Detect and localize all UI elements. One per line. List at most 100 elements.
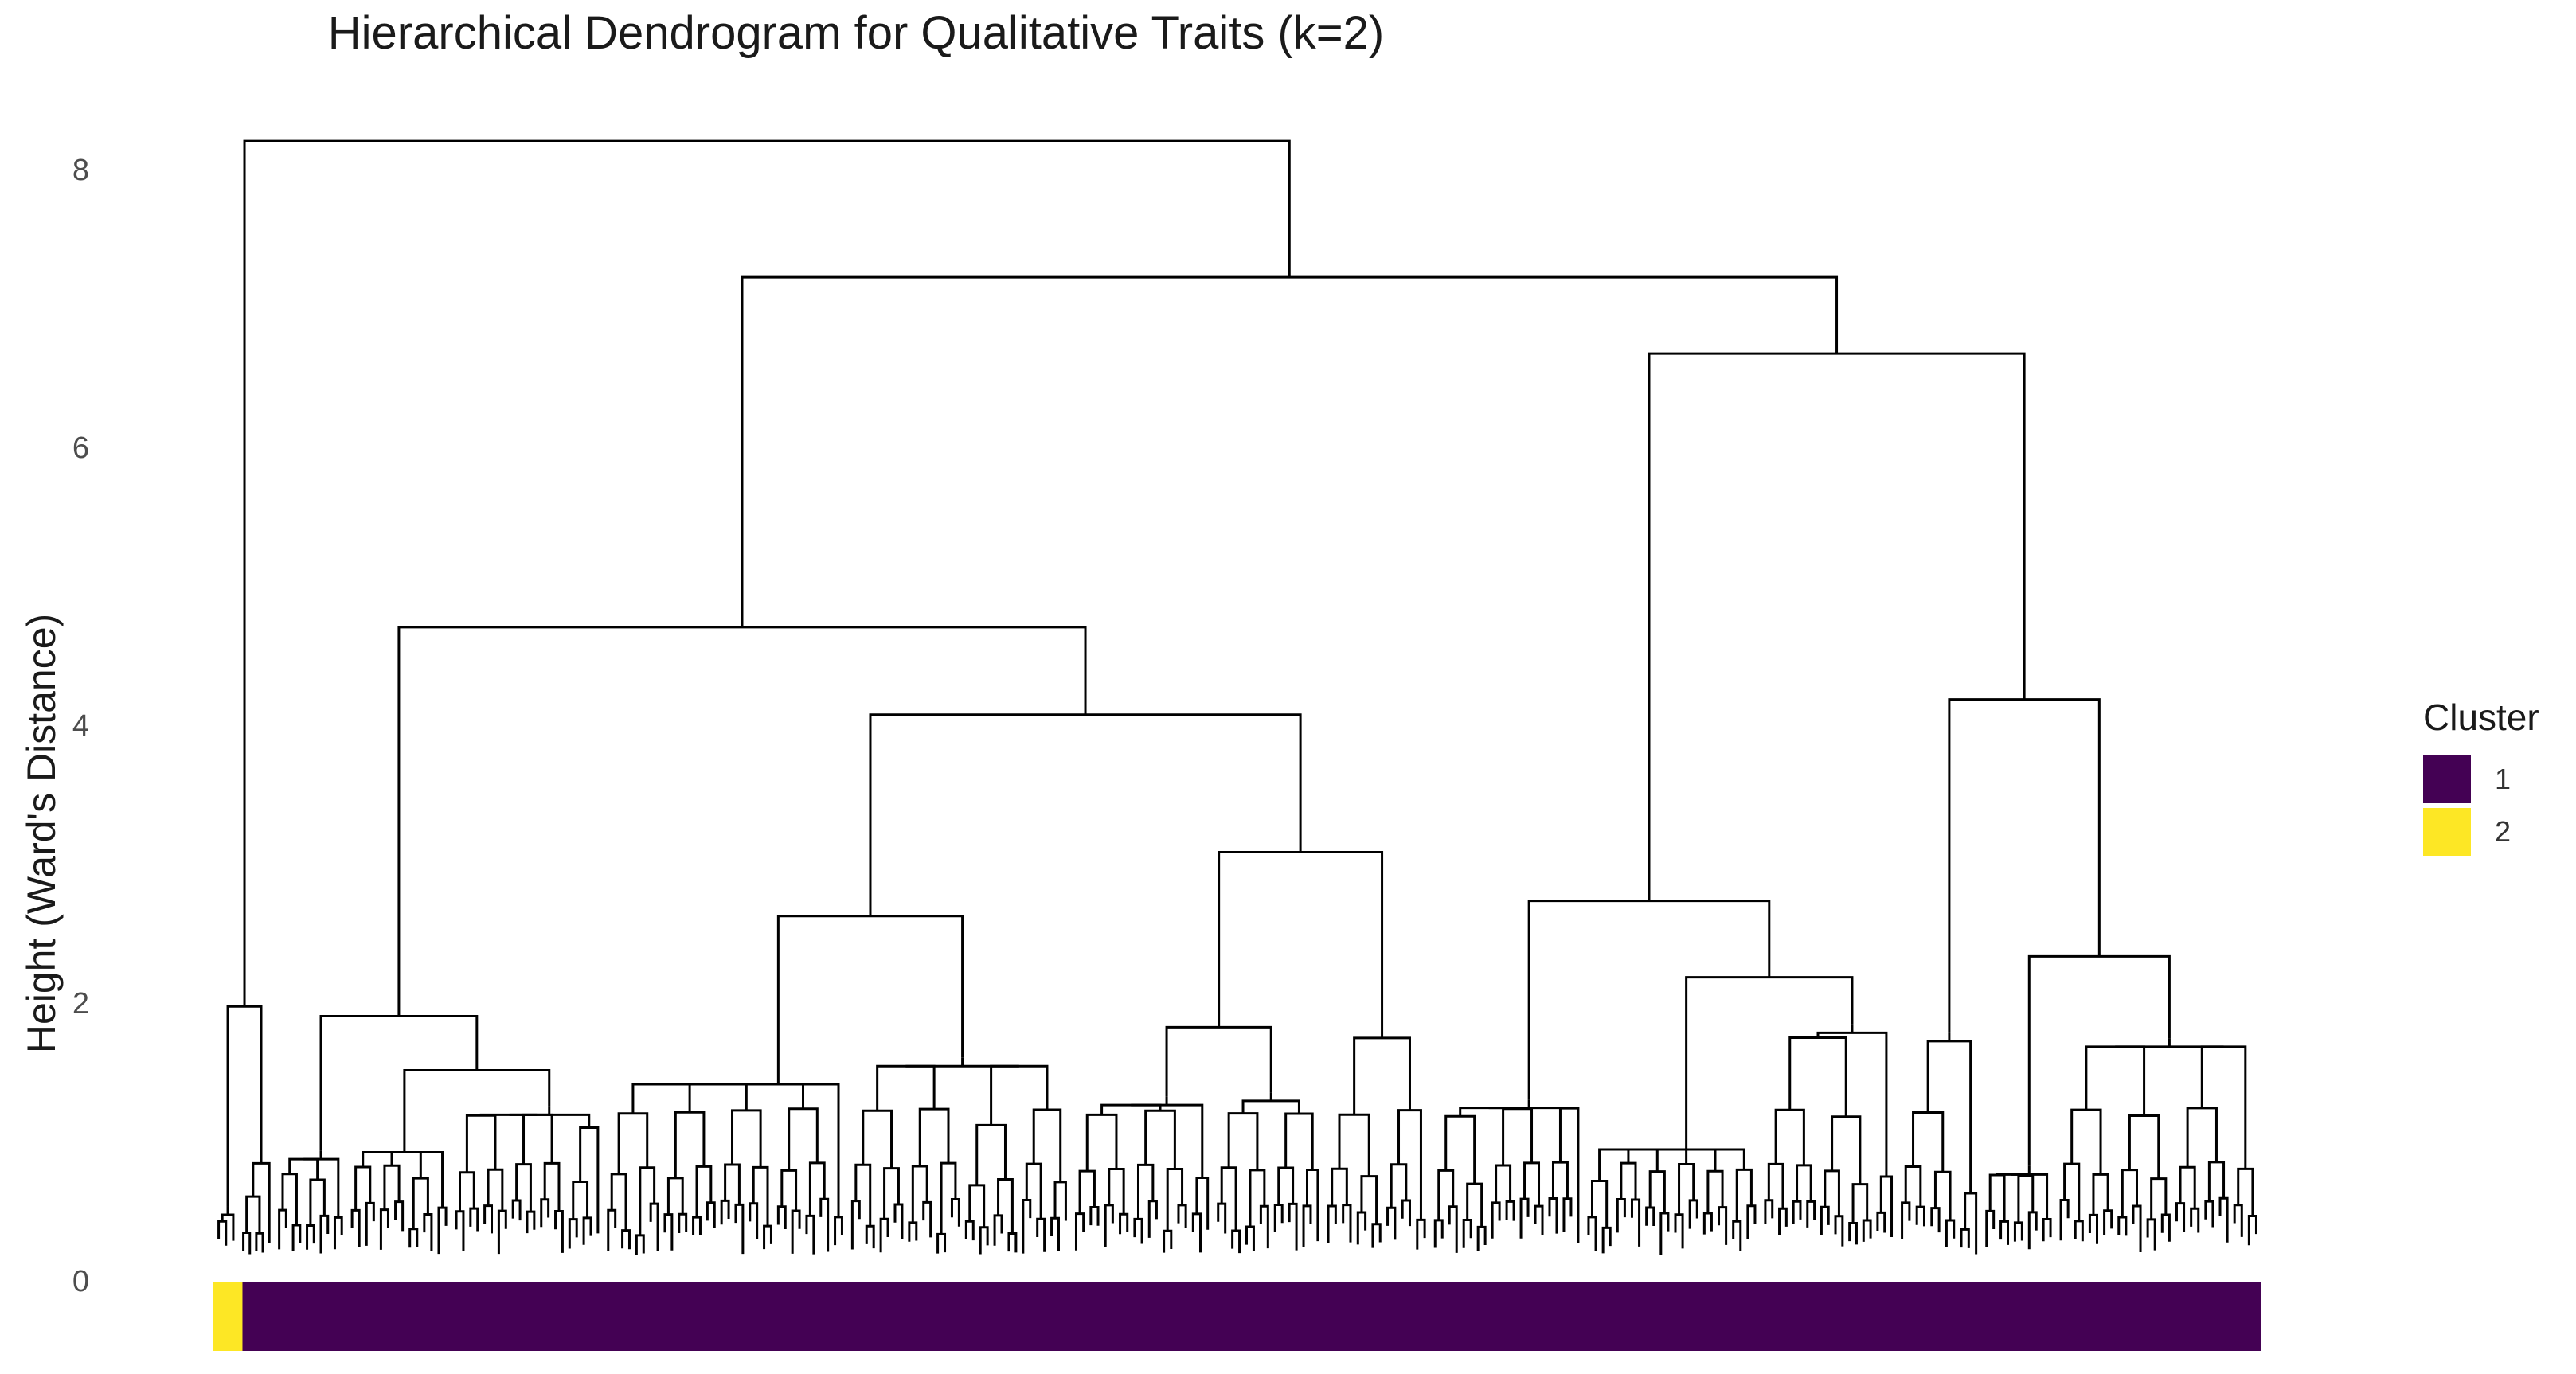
dendrogram-link [554,1210,564,1253]
dendrogram-link [1831,1115,1862,1185]
dendrogram-link [291,1224,302,1251]
cluster-color-bar [213,1282,2262,1351]
dendrogram-link [483,1204,494,1234]
dendrogram-link [1792,1200,1802,1224]
dendrogram-link [1273,1204,1284,1232]
dendrogram-link [1685,976,1854,1142]
dendrogram-link [893,1203,904,1239]
legend-label-cluster-2: 2 [2495,815,2512,848]
dendrogram-link [1678,1162,1695,1215]
dendrogram-link [1655,1148,1688,1172]
dendrogram-link [242,1231,252,1255]
legend-item-cluster-2: 2 [2423,806,2539,858]
dendrogram-link [1551,1161,1569,1199]
dendrogram-link [1948,698,2101,1033]
dendrogram-link [1353,1036,1411,1115]
dendrogram-link [1848,1221,1858,1245]
dendrogram-link [808,1161,826,1216]
dendrogram-link [717,1083,840,1217]
dendrogram-link [397,626,1087,1017]
dendrogram-link [1022,1198,1032,1254]
dendrogram-link [221,1213,235,1241]
dendrogram-link [1166,1168,1184,1232]
dendrogram-link [1462,1219,1472,1248]
dendrogram-link [1659,1212,1670,1255]
dendrogram-link [522,1113,553,1165]
dendrogram-link [309,1178,326,1226]
dendrogram-link [1904,1165,1922,1208]
dendrogram-link [509,1113,591,1128]
dendrogram-link [1227,1112,1259,1170]
dendrogram-link [226,1005,263,1207]
dendrogram-link [1648,352,2026,901]
dendrogram-link [879,1217,889,1253]
dendrogram-link [2160,1213,2171,1242]
dendrogram-link [908,1221,918,1242]
y-tick-label: 6 [72,431,89,465]
dendrogram-link [1241,1099,1300,1114]
dendrogram-link [1820,1205,1830,1235]
dendrogram-link [2233,1204,2243,1237]
dendrogram-link [2088,1213,2098,1244]
dendrogram-link [741,275,1839,627]
dendrogram-link [1674,1213,1684,1249]
dendrogram-link [2175,1202,2186,1232]
dendrogram-link [1360,1175,1378,1224]
legend-title: Cluster [2423,697,2539,738]
dendrogram-link [511,1199,522,1221]
dendrogram-link [1433,1219,1444,1248]
dendrogram-link [1177,1204,1187,1228]
dendrogram-link [1933,1170,1952,1221]
dendrogram-link [568,1218,578,1249]
dendrogram-link [582,1216,592,1245]
dendrogram-link [2117,1216,2128,1236]
dendrogram-link [1945,1219,1956,1247]
dendrogram-link [1444,1114,1476,1185]
dendrogram-link [2092,1173,2109,1216]
dendrogram-link [950,1198,960,1227]
dendrogram-link [780,1169,798,1212]
y-axis-ticks: 0 2 4 6 8 [72,154,89,1298]
dendrogram-link [1386,1206,1397,1240]
dendrogram-link [936,1232,947,1254]
dendrogram-link [572,1181,589,1220]
dendrogram-link [2011,1173,2049,1220]
dendrogram-link [1778,1207,1788,1235]
dendrogram-link [1915,1205,1925,1227]
dendrogram-link [2132,1204,2142,1253]
dendrogram-link [1901,1201,1911,1239]
dendrogram-link [706,1201,716,1228]
dendrogram-link [997,1177,1014,1234]
dendrogram-link [1960,1228,1970,1248]
dendrogram-link [1163,1229,1173,1253]
dendrogram-link [1851,1183,1869,1224]
dendrogram-link [918,1107,950,1167]
dendrogram-link [281,1173,298,1226]
dendrogram-link [1702,1212,1713,1235]
dendrogram-link [1767,1162,1784,1209]
dendrogram-link [403,1069,551,1144]
dendrogram-link [1527,900,1771,1100]
dendrogram-link [749,1202,759,1239]
dendrogram-link [649,1202,659,1251]
dendrogram-link [1119,1212,1129,1235]
dendrogram-link [383,1164,401,1210]
dendrogram-link [763,1224,772,1250]
dendrogram-link [1912,1111,1945,1173]
dendrogram-link [1534,1204,1544,1235]
dendrogram-link [979,1226,989,1255]
dendrogram-link [303,1157,340,1218]
dendrogram-link [2059,1199,2070,1241]
dendrogram-link [469,1207,479,1232]
dendrogram-link [288,1157,319,1180]
dendrogram-link [666,1177,684,1215]
dendrogram-link [1630,1198,1641,1247]
dendrogram-link [776,1205,787,1230]
dendrogram-link [245,1195,261,1234]
legend-item-cluster-1: 1 [2423,753,2539,806]
dendrogram-link [674,1111,706,1178]
dendrogram-link [678,1212,688,1234]
dendrogram-link [610,1173,627,1231]
dendrogram-link [1591,1179,1609,1228]
dendrogram-link [2085,1045,2146,1116]
